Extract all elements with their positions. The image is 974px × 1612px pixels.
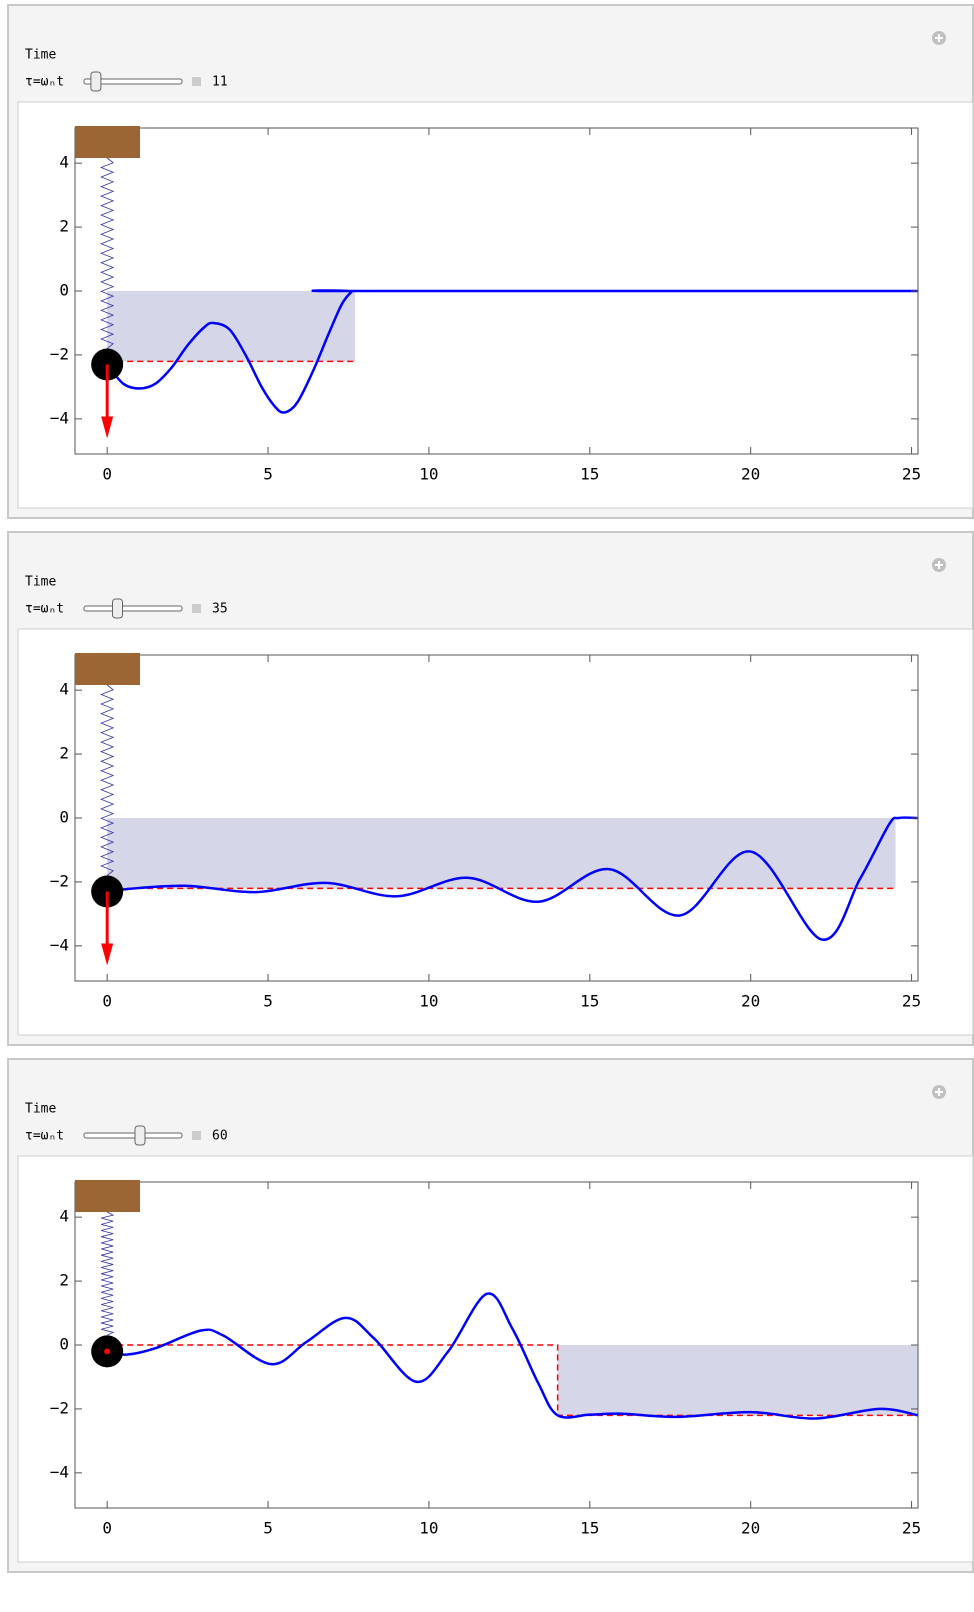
- slider-value: 11: [212, 75, 228, 90]
- y-tick-label: 2: [59, 1271, 69, 1290]
- y-tick-label: 4: [59, 153, 69, 172]
- expand-button[interactable]: [192, 1131, 201, 1140]
- x-tick-label: 0: [102, 1519, 112, 1538]
- expand-button[interactable]: [192, 604, 201, 613]
- x-tick-label: 5: [263, 992, 273, 1011]
- control-label: Time: [25, 48, 56, 63]
- x-tick-label: 20: [741, 992, 760, 1011]
- manipulate-page: Timeτ=ωₙt110510152025−4−2024Timeτ=ωₙt350…: [0, 0, 974, 1608]
- y-tick-label: −4: [50, 1462, 69, 1481]
- expand-button[interactable]: [192, 77, 201, 86]
- slider-track[interactable]: [84, 606, 182, 611]
- manipulate-panel: Time τ=ωₙt 11 0 5 10 15 20 25 −4 −2 0 2 4: [8, 5, 973, 518]
- x-tick-label: 5: [263, 1519, 273, 1538]
- slider-thumb[interactable]: [113, 599, 123, 618]
- y-tick-label: 4: [59, 1207, 69, 1226]
- x-tick-label: 15: [580, 1519, 599, 1538]
- slider-thumb[interactable]: [91, 72, 101, 91]
- y-tick-label: −2: [50, 1398, 69, 1417]
- x-tick-label: 25: [902, 992, 921, 1011]
- control-label: Time: [25, 575, 56, 590]
- y-tick-label: −4: [50, 408, 69, 427]
- slider-value: 35: [212, 602, 228, 617]
- x-tick-label: 15: [580, 992, 599, 1011]
- x-tick-label: 15: [580, 465, 599, 484]
- support-block: [75, 653, 140, 685]
- x-tick-label: 0: [102, 465, 112, 484]
- x-tick-label: 5: [263, 465, 273, 484]
- slider-label: τ=ωₙt: [25, 1129, 64, 1144]
- support-block: [75, 126, 140, 158]
- manipulate-panel: Time τ=ωₙt 35 0 5 10 15 20 25 −4 −2 0 2 4: [8, 532, 973, 1045]
- x-tick-label: 25: [902, 465, 921, 484]
- mass-dot: [104, 1348, 110, 1354]
- y-tick-label: −2: [50, 871, 69, 890]
- y-tick-label: 0: [59, 1335, 69, 1354]
- y-tick-label: 0: [59, 808, 69, 827]
- slider-label: τ=ωₙt: [25, 602, 64, 617]
- x-tick-label: 10: [419, 1519, 438, 1538]
- slider-thumb[interactable]: [135, 1126, 145, 1145]
- x-tick-label: 0: [102, 992, 112, 1011]
- y-tick-label: 2: [59, 217, 69, 236]
- y-tick-label: −4: [50, 935, 69, 954]
- pulse-area: [558, 1345, 918, 1415]
- y-tick-label: 0: [59, 281, 69, 300]
- pulse-area: [107, 291, 355, 361]
- x-tick-label: 10: [419, 992, 438, 1011]
- manipulate-panel: Time τ=ωₙt 60 0 5 10 15 20 25 −4 −2 0 2 4: [8, 1059, 973, 1572]
- control-label: Time: [25, 1102, 56, 1117]
- y-tick-label: −2: [50, 344, 69, 363]
- x-tick-label: 20: [741, 465, 760, 484]
- slider-value: 60: [212, 1129, 228, 1144]
- y-tick-label: 2: [59, 744, 69, 763]
- slider-label: τ=ωₙt: [25, 75, 64, 90]
- x-tick-label: 20: [741, 1519, 760, 1538]
- x-tick-label: 10: [419, 465, 438, 484]
- support-block: [75, 1180, 140, 1212]
- y-tick-label: 4: [59, 680, 69, 699]
- slider-track[interactable]: [84, 1133, 182, 1138]
- x-tick-label: 25: [902, 1519, 921, 1538]
